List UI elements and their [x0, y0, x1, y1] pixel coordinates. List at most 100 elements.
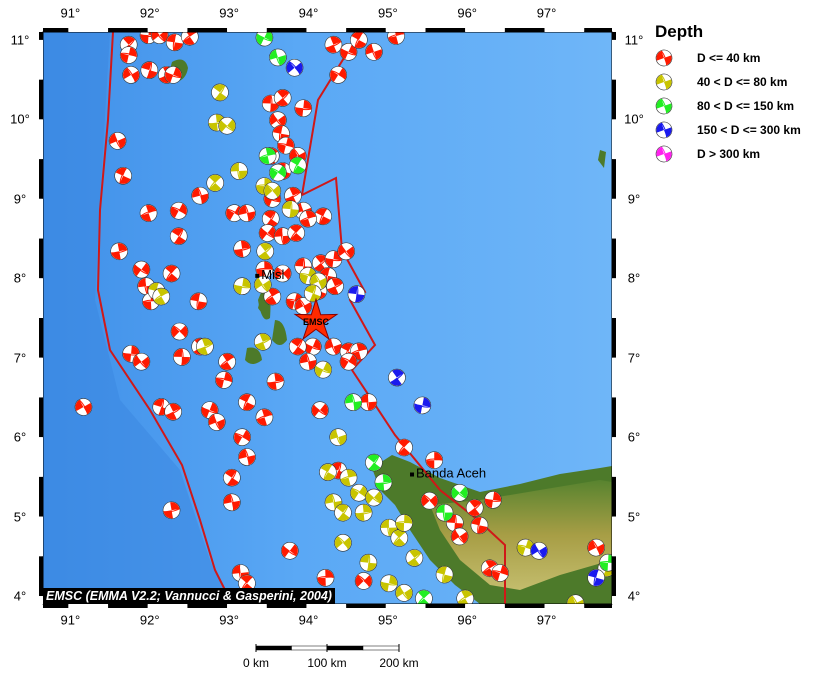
earthquake-d80: [256, 242, 275, 261]
scale-bar-segment: [255, 645, 292, 651]
earthquake-d40: [484, 491, 502, 509]
beachball-icon: [655, 97, 673, 115]
earthquake-d40: [587, 538, 605, 557]
lat-label-left: 7°: [13, 350, 27, 366]
island: [258, 300, 269, 313]
scale-label-200: 200 km: [379, 656, 419, 670]
earthquake-d40: [164, 66, 182, 84]
lat-label-left: 11°: [10, 32, 30, 48]
earthquake-d80: [456, 589, 474, 604]
earthquake-d80: [254, 275, 272, 294]
earthquake-d40: [191, 186, 209, 205]
earthquake-d40: [465, 499, 484, 517]
lat-label-right: 6°: [627, 429, 641, 445]
earthquake-d40: [122, 66, 140, 84]
earthquake-d40: [273, 89, 292, 107]
earthquake-d40: [162, 264, 181, 283]
earthquake-d40: [132, 260, 151, 279]
earthquake-d40: [329, 66, 348, 84]
earthquake-d40: [169, 227, 188, 245]
earthquake-d40: [324, 337, 343, 356]
earthquake-d40: [491, 564, 509, 582]
earthquake-d40: [294, 297, 313, 315]
earthquake-d40: [238, 204, 256, 222]
earthquake-d40: [359, 393, 378, 412]
earthquake-d80: [354, 503, 373, 522]
lon-label-bottom: 92°: [139, 612, 160, 628]
earthquake-d80: [329, 428, 348, 446]
earthquake-d80: [395, 514, 413, 532]
earthquake-d80: [218, 116, 236, 135]
earthquake-d40: [169, 201, 188, 220]
attribution: EMSC (EMMA V2.2; Vannucci & Gasperini, 2…: [43, 588, 335, 604]
legend-label: 150 < D <= 300 km: [697, 123, 801, 137]
earthquake-d40: [119, 46, 138, 64]
legend-beachball: [655, 145, 673, 163]
epicenter-label: EMSC: [303, 317, 330, 327]
earthquake-d40: [139, 204, 158, 222]
earthquake-d40: [74, 398, 93, 416]
earthquake-d40: [233, 240, 251, 258]
epicenter-star-icon: [293, 297, 339, 341]
lat-label-right: 8°: [627, 270, 641, 286]
earthquake-d40: [223, 468, 241, 487]
scale-bar-segment: [362, 645, 400, 651]
earthquake-d40: [350, 32, 368, 49]
earthquake-d80: [566, 594, 585, 604]
earthquake-d80: [254, 333, 272, 351]
lat-label-right: 7°: [627, 350, 641, 366]
legend-beachball: [655, 97, 673, 115]
earthquake-d40: [164, 402, 182, 421]
earthquake-d150: [269, 48, 287, 67]
earthquake-d150: [599, 553, 612, 572]
deep-trench: [43, 32, 230, 604]
scale-label-100: 100 km: [307, 656, 347, 670]
lon-label-bottom: 93°: [219, 612, 239, 628]
earthquake-d40: [223, 493, 241, 512]
lon-label-bottom: 96°: [457, 612, 478, 628]
earthquake-d80: [196, 337, 214, 356]
legend-item: D > 300 km: [655, 142, 801, 166]
earthquake-d40: [215, 371, 233, 389]
lon-label-top: 94°: [298, 5, 319, 21]
earthquake-d40: [324, 250, 343, 269]
earthquake-d40: [277, 136, 295, 155]
earthquake-d40: [110, 242, 128, 261]
earthquake-d80: [334, 534, 352, 552]
earthquake-d40: [255, 408, 274, 427]
earthquake-d40: [324, 35, 343, 54]
lat-label-right: 11°: [624, 32, 644, 48]
cities: Misl Banda Aceh: [255, 267, 486, 481]
earthquake-d80: [365, 488, 383, 507]
earthquake-d40: [339, 43, 358, 61]
scale-label-0: 0 km: [242, 656, 270, 670]
earthquake-d40: [238, 393, 256, 412]
earthquake-d40: [294, 99, 313, 118]
scale-bar: [255, 644, 400, 652]
earthquake-d40: [365, 43, 383, 61]
scale-bar-segment: [326, 645, 364, 651]
earthquake-d40: [304, 337, 322, 356]
earthquake-d80: [314, 360, 332, 379]
earthquake-d300: [587, 568, 605, 587]
city-marker: [410, 472, 415, 477]
beachball-icon: [655, 49, 673, 67]
earthquake-d40: [165, 33, 184, 52]
earthquake-d40: [273, 264, 292, 283]
earthquake-d80: [390, 529, 409, 547]
earthquake-d80: [233, 277, 251, 296]
city-label: Banda Aceh: [416, 466, 486, 481]
earthquake-d40: [450, 527, 469, 546]
earthquake-d40: [387, 32, 405, 45]
earthquake-d40: [207, 413, 226, 431]
earthquake-d80: [152, 287, 171, 306]
city-marker: [255, 273, 260, 278]
legend-title: Depth: [655, 22, 704, 41]
earthquake-d40: [238, 448, 256, 466]
earthquake-d40: [140, 61, 159, 79]
legend-item: 150 < D <= 300 km: [655, 118, 801, 142]
lon-label-top: 91°: [60, 5, 81, 21]
earthquake-d80: [319, 463, 337, 481]
earthquake-d40: [420, 491, 439, 510]
lat-label-right: 4°: [627, 588, 641, 604]
